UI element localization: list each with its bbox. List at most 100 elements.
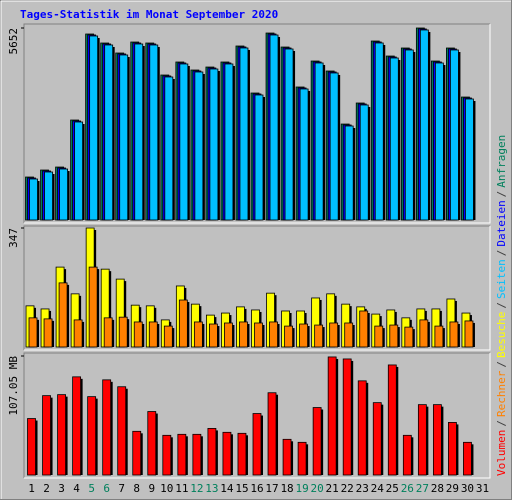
bar bbox=[402, 434, 412, 476]
bar bbox=[404, 49, 414, 221]
bar bbox=[224, 63, 234, 221]
x-tick-label: 25 bbox=[386, 482, 399, 495]
bar bbox=[89, 35, 99, 221]
bar bbox=[314, 62, 324, 221]
x-tick-label: 22 bbox=[341, 482, 354, 495]
bar bbox=[43, 318, 53, 348]
bar bbox=[269, 321, 278, 348]
x-tick-label: 5 bbox=[88, 482, 95, 495]
bar bbox=[162, 434, 172, 476]
legend-separator: / bbox=[495, 191, 508, 198]
legend-entry: Besuche bbox=[495, 312, 508, 358]
x-tick-label: 17 bbox=[265, 482, 278, 495]
bar bbox=[102, 379, 112, 476]
bar bbox=[267, 392, 277, 476]
bar bbox=[147, 411, 157, 476]
bar bbox=[269, 34, 279, 221]
bar bbox=[163, 325, 173, 348]
x-tick-label: 1 bbox=[28, 482, 35, 495]
bar bbox=[372, 402, 382, 476]
y-tick-label: 5652 bbox=[7, 28, 20, 55]
bar bbox=[132, 430, 142, 476]
bar bbox=[252, 413, 262, 476]
bar bbox=[419, 29, 429, 221]
bar bbox=[464, 320, 474, 348]
x-tick-label: 28 bbox=[431, 482, 444, 495]
bar bbox=[299, 88, 309, 221]
bar bbox=[178, 299, 188, 348]
x-tick-label: 7 bbox=[118, 482, 125, 495]
bar bbox=[450, 49, 459, 221]
bar bbox=[463, 441, 472, 476]
x-tick-label: 30 bbox=[461, 482, 474, 495]
bar bbox=[72, 376, 82, 476]
x-tick-label: 31 bbox=[476, 482, 489, 495]
bar bbox=[254, 322, 263, 348]
bar bbox=[374, 325, 384, 348]
bar bbox=[192, 433, 202, 476]
chart-title: Tages-Statistik im Monat September 2020 bbox=[20, 8, 278, 21]
bar bbox=[357, 380, 367, 476]
bar bbox=[149, 44, 159, 221]
bar bbox=[177, 433, 187, 476]
bar bbox=[359, 104, 369, 221]
bar bbox=[57, 394, 66, 476]
bar bbox=[284, 48, 294, 221]
bar bbox=[344, 125, 354, 221]
x-tick-label: 26 bbox=[401, 482, 414, 495]
bar bbox=[118, 316, 128, 348]
x-tick-label: 6 bbox=[103, 482, 110, 495]
bar bbox=[329, 322, 339, 348]
legend-entry: Dateien bbox=[495, 200, 508, 246]
x-tick-label: 2 bbox=[43, 482, 50, 495]
bar bbox=[87, 396, 97, 476]
legend-entry: Rechner bbox=[495, 370, 508, 417]
bar bbox=[314, 324, 324, 348]
x-tick-label: 20 bbox=[311, 482, 324, 495]
bar bbox=[42, 395, 51, 476]
bar bbox=[359, 310, 369, 348]
panel-bevel bbox=[23, 225, 490, 350]
x-tick-label: 23 bbox=[356, 482, 369, 495]
x-tick-label: 8 bbox=[133, 482, 140, 495]
y-tick-label: 107.05 MB bbox=[7, 356, 20, 416]
bar bbox=[44, 171, 53, 221]
x-tick-label: 14 bbox=[220, 482, 234, 495]
bar bbox=[103, 317, 113, 348]
bar bbox=[119, 54, 129, 221]
x-tick-label: 13 bbox=[205, 482, 218, 495]
bar bbox=[117, 386, 127, 476]
bar bbox=[164, 76, 174, 221]
bar bbox=[449, 321, 459, 348]
bar bbox=[404, 326, 414, 348]
bar bbox=[284, 325, 293, 348]
bar bbox=[88, 266, 98, 348]
x-tick-label: 18 bbox=[280, 482, 293, 495]
bar bbox=[434, 325, 444, 348]
bar bbox=[239, 321, 248, 348]
legend-entry: Seiten bbox=[495, 259, 508, 299]
x-tick-label: 9 bbox=[148, 482, 155, 495]
legend-separator: / bbox=[495, 302, 508, 309]
x-tick-label: 27 bbox=[416, 482, 429, 495]
bar bbox=[297, 441, 307, 476]
x-tick-label: 15 bbox=[235, 482, 248, 495]
bar bbox=[389, 57, 399, 221]
bar bbox=[194, 71, 204, 221]
panel-bevel bbox=[24, 353, 491, 479]
bar bbox=[448, 422, 457, 476]
x-tick-label: 10 bbox=[160, 482, 173, 495]
bar bbox=[387, 364, 397, 476]
bar bbox=[27, 418, 36, 476]
legend-entry: Anfragen bbox=[495, 135, 508, 188]
bar bbox=[74, 121, 84, 221]
bar bbox=[374, 42, 384, 221]
bar bbox=[193, 321, 203, 348]
x-tick-label: 11 bbox=[175, 482, 188, 495]
bar bbox=[222, 431, 232, 476]
x-tick-label: 16 bbox=[250, 482, 263, 495]
legend: Volumen / Rechner / Besuche / Seiten / Dateien / A… bbox=[495, 135, 508, 476]
x-tick-label: 4 bbox=[73, 482, 80, 495]
bar bbox=[342, 358, 352, 476]
legend-separator: / bbox=[495, 420, 508, 427]
